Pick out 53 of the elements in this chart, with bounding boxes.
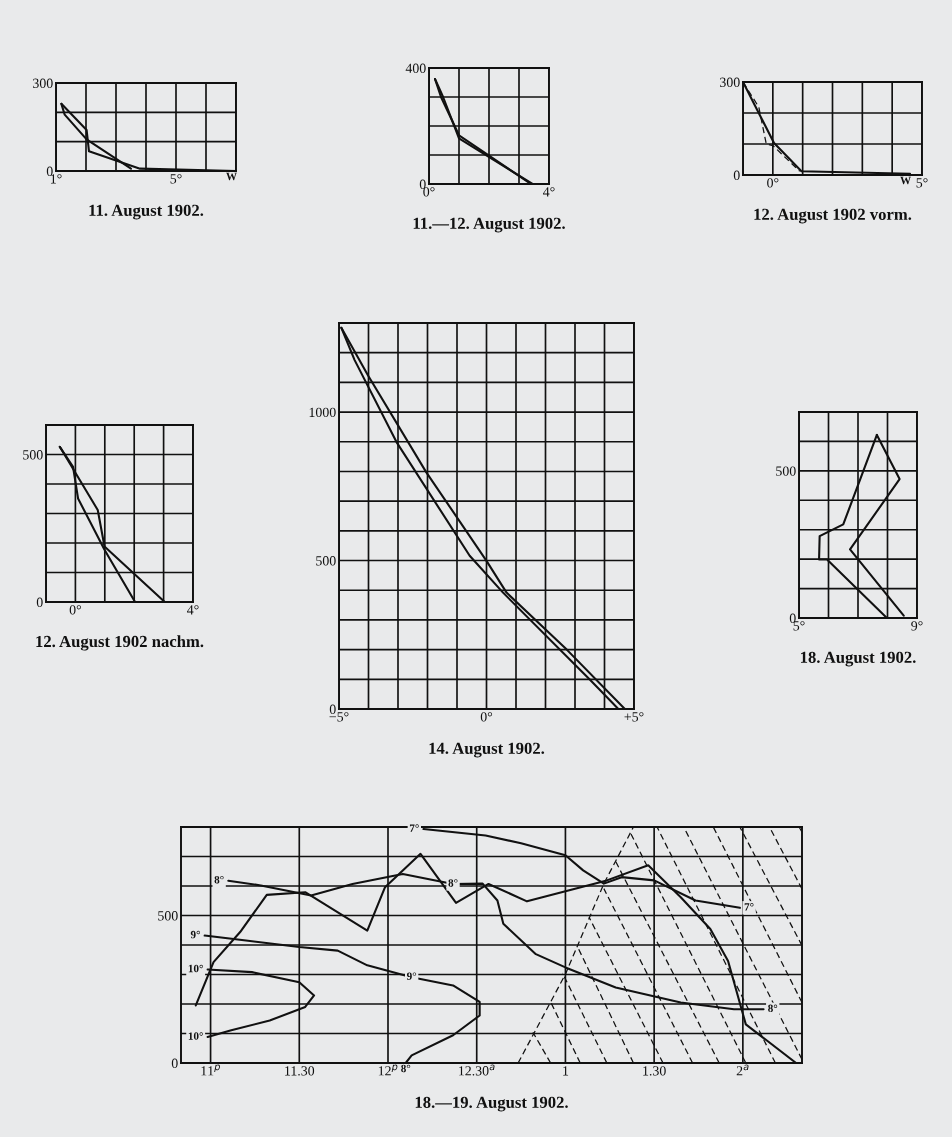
y-tick-label: 0	[733, 170, 740, 180]
text: 18. August 1902.	[800, 651, 916, 667]
x-tick-label: 11$^{p}$	[201, 1064, 220, 1076]
x-tick-label: 4°	[543, 187, 555, 197]
annotation: 9°	[190, 930, 200, 939]
x-tick-label: 0°	[767, 178, 779, 188]
annotation: W	[900, 176, 911, 185]
annotation: 8°	[401, 1064, 411, 1073]
x-tick-label: 1.30	[643, 1066, 666, 1076]
y-tick-label: 0	[789, 613, 796, 623]
x-tick-label: 0°	[69, 605, 81, 615]
x-tick-label: −5°	[329, 712, 349, 722]
y-tick-label: 400	[405, 63, 426, 73]
text: 18.—19. August 1902.	[415, 1096, 568, 1112]
annotation: 10°	[188, 1032, 203, 1040]
annotation: W	[226, 172, 237, 181]
x-tick-label: 12.30$^{a}$	[459, 1064, 495, 1076]
annotation: 7°	[744, 903, 754, 911]
text: 11.—12. August 1902.	[413, 217, 565, 233]
x-tick-label: 1	[563, 1066, 569, 1076]
y-tick-label: 0	[419, 179, 426, 189]
y-tick-label: 300	[33, 78, 53, 88]
y-tick-label: 300	[720, 77, 740, 87]
annotation: 8°	[214, 875, 224, 884]
x-tick-label: 0°	[423, 187, 435, 197]
x-tick-label: 1°	[50, 174, 62, 184]
annotation: 9°	[406, 972, 417, 980]
annotation: 10°	[188, 964, 203, 973]
annotation: 8°	[448, 879, 458, 887]
x-tick-label: 5°	[916, 178, 928, 188]
annotation: 8°	[768, 1004, 778, 1013]
x-tick-label: 4°	[187, 605, 199, 615]
text: 12. August 1902 nachm.	[36, 635, 204, 651]
y-tick-label: 500	[316, 556, 336, 566]
x-tick-label: 12$^{p}$	[378, 1064, 398, 1076]
y-tick-label: 0	[171, 1058, 178, 1068]
annotation: 7°	[409, 824, 419, 832]
y-tick-label: 500	[158, 911, 178, 921]
x-tick-label: +5°	[624, 712, 644, 722]
text: 14. August 1902.	[429, 742, 545, 758]
y-tick-label: 0	[36, 597, 43, 607]
text: 11. August 1902.	[89, 204, 204, 220]
x-tick-label: 2$^{a}$	[736, 1064, 749, 1076]
y-tick-label: 0	[46, 166, 53, 176]
y-tick-label: 500	[776, 466, 796, 476]
text: 12. August 1902 vorm.	[754, 208, 912, 224]
x-tick-label: 5°	[793, 621, 805, 631]
y-tick-label: 1000	[309, 407, 336, 418]
x-tick-label: 11.30	[285, 1066, 315, 1076]
x-tick-label: 0°	[480, 712, 493, 722]
x-tick-label: 5°	[170, 174, 182, 184]
y-tick-label: 500	[23, 450, 43, 460]
y-tick-label: 0	[329, 704, 336, 714]
